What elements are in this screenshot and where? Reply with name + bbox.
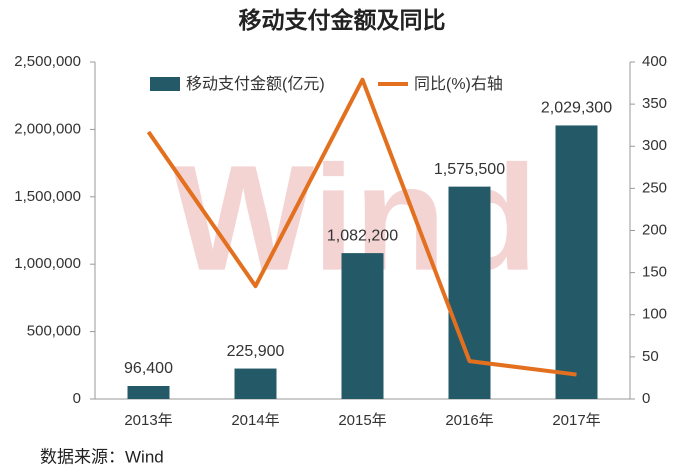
- y2-tick-label: 150: [642, 264, 667, 281]
- bar: [234, 368, 277, 399]
- x-tick-label: 2015年: [338, 412, 386, 429]
- x-tick-label: 2013年: [124, 412, 172, 429]
- value-label: 225,900: [227, 343, 285, 360]
- legend-swatch: [150, 77, 180, 91]
- bar: [341, 253, 384, 399]
- y2-tick-label: 250: [642, 179, 667, 196]
- line: [146, 77, 577, 377]
- bar: [555, 125, 598, 399]
- legend-label: 移动支付金额(亿元): [186, 75, 325, 93]
- value-label: 1,575,500: [434, 161, 505, 178]
- y2-tick-label: 0: [642, 390, 650, 407]
- value-label: 96,400: [124, 360, 173, 377]
- x-tick-label: 2017年: [552, 412, 600, 429]
- source-note: 数据来源：Wind: [40, 447, 164, 466]
- x-tick-label: 2016年: [445, 412, 493, 429]
- x-tick-label: 2014年: [231, 412, 279, 429]
- chart-title: 移动支付金额及同比: [239, 7, 446, 33]
- y-tick-label: 500,000: [27, 323, 81, 340]
- y-tick-label: 2,000,000: [14, 120, 81, 137]
- y-tick-label: 2,500,000: [14, 53, 81, 70]
- legend-label: 同比(%)右轴: [414, 75, 503, 93]
- y-tick-label: 0: [73, 390, 81, 407]
- y2-tick-label: 50: [642, 348, 659, 365]
- y2-tick-label: 350: [642, 95, 667, 112]
- bar: [127, 386, 170, 399]
- bar: [448, 186, 491, 399]
- value-label: 2,029,300: [541, 100, 612, 117]
- y2-tick-label: 200: [642, 221, 667, 238]
- y2-tick-label: 300: [642, 137, 667, 154]
- y2-tick-label: 400: [642, 53, 667, 70]
- y-tick-label: 1,500,000: [14, 188, 81, 205]
- value-label: 1,082,200: [327, 227, 398, 244]
- y2-tick-label: 100: [642, 306, 667, 323]
- y-tick-label: 1,000,000: [14, 255, 81, 272]
